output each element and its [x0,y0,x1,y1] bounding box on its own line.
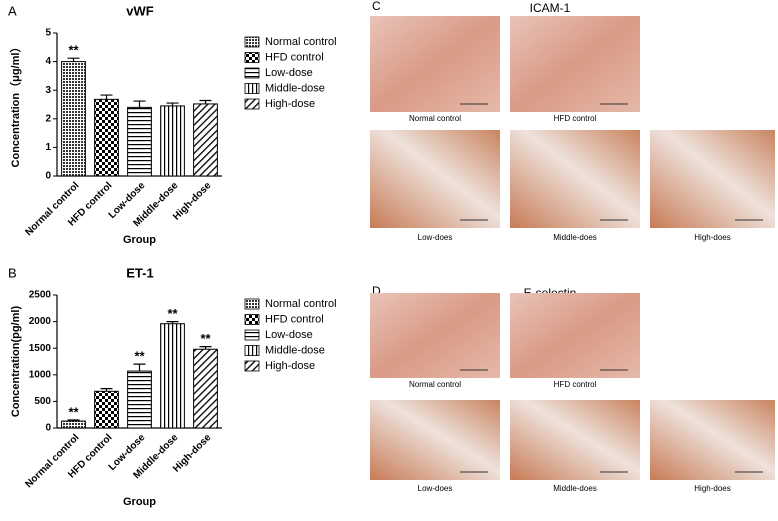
error-bar [199,99,212,104]
error-bar [166,102,179,106]
image-caption: HFD control [554,114,597,123]
legend-label: Middle-dose [265,344,325,356]
image-caption: Low-does [418,233,453,242]
legend-label: High-dose [265,360,315,372]
panel-label: D [372,284,381,298]
y-tick-label: 500 [34,396,51,407]
image-caption: High-does [694,233,730,242]
significance-label: ** [134,349,145,364]
y-tick-label: 1500 [29,343,52,354]
micrograph [510,293,640,378]
error-bar [67,57,80,62]
legend-label: High-dose [265,98,315,110]
x-axis-label: Group [123,496,156,508]
y-tick-label: 2000 [29,316,52,327]
error-bar [166,321,179,324]
micrograph [510,16,640,112]
legend-label: Middle-dose [265,82,325,94]
micrograph [370,130,500,228]
y-tick-label: 4 [45,56,51,67]
image-caption: Normal control [409,380,461,389]
significance-label: ** [200,331,211,346]
bar [61,420,86,429]
y-tick-label: 2500 [29,290,52,301]
y-axis-label: Concentration（μg/ml） [9,42,22,168]
bar [127,370,152,429]
y-tick-label: 3 [45,85,51,96]
micrograph [370,400,500,480]
bar [193,348,218,429]
error-bar [133,100,146,108]
bar [94,98,119,177]
legend-swatch [244,52,260,63]
legend-swatch [244,98,260,110]
micrograph [510,400,640,480]
micrograph [510,130,640,228]
legend-label: HFD control [265,51,324,63]
error-bar [67,419,80,422]
micrograph [650,400,775,480]
legend-swatch [244,329,260,341]
bar [160,105,185,177]
error-bar [133,363,146,372]
x-tick-label: Normal control [23,432,81,490]
panel-title: ICAM-1 [530,1,571,15]
legend-label: Low-dose [265,329,313,341]
y-tick-label: 1000 [29,369,52,380]
legend-swatch [244,345,260,356]
image-caption: HFD control [554,380,597,389]
error-bar [100,388,113,392]
y-tick-label: 2 [45,113,51,124]
y-axis-label: Concentration(pg/ml) [10,306,22,418]
legend-swatch [244,83,260,94]
bar [61,61,86,177]
image-caption: Middle-does [553,233,597,242]
bar [160,323,185,429]
legend-label: HFD control [265,313,324,325]
chart-title: ET-1 [126,265,153,280]
micrograph [370,16,500,112]
bar [193,103,218,177]
panel-label: B [8,265,17,280]
legend-swatch [244,314,260,325]
x-tick-label: Normal control [23,180,81,238]
y-tick-label: 0 [45,423,51,434]
significance-label: ** [68,404,79,419]
legend-label: Low-dose [265,67,313,79]
panel-label: C [372,0,381,13]
error-bar [100,94,113,100]
legend-swatch [244,36,260,48]
bar [127,106,152,177]
micrograph [370,293,500,378]
significance-label: ** [167,306,178,321]
legend-label: Normal control [265,36,337,48]
y-tick-label: 0 [45,171,51,182]
y-tick-label: 1 [45,142,51,153]
image-caption: Normal control [409,114,461,123]
y-tick-label: 5 [45,28,51,39]
x-axis-label: Group [123,234,156,246]
panel-label: A [8,3,17,18]
error-bar [199,346,212,350]
image-caption: Low-does [418,484,453,493]
legend-swatch [244,67,260,79]
chart-title: vWF [126,3,154,18]
significance-label: ** [68,43,79,58]
legend-swatch [244,298,260,310]
image-caption: High-does [694,484,730,493]
legend-swatch [244,360,260,372]
image-caption: Middle-does [553,484,597,493]
legend-label: Normal control [265,298,337,310]
bar [94,390,119,429]
micrograph [650,130,775,228]
